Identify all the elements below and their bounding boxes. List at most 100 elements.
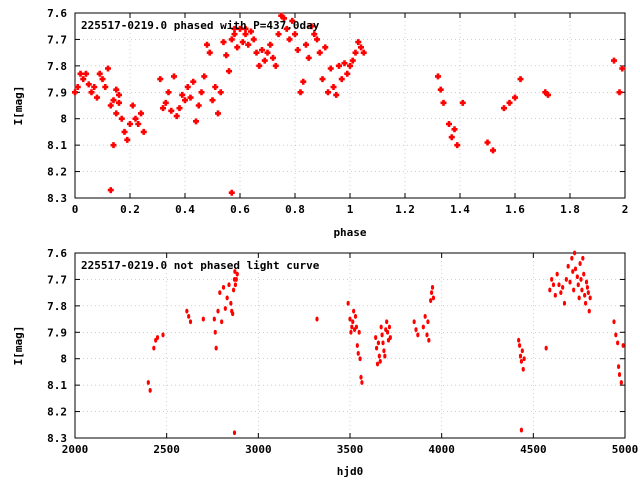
unphased-data-point	[152, 345, 156, 351]
phased-data-point	[437, 86, 444, 93]
phased-data-point	[187, 94, 194, 101]
unphased-data-point	[570, 255, 574, 261]
unphased-data-point	[518, 353, 523, 359]
phased-data-point	[80, 76, 87, 83]
phased-data-point	[83, 70, 89, 77]
phased-y-tick-label: 8.3	[47, 192, 67, 205]
unphased-data-point	[185, 308, 189, 314]
phased-data-point	[314, 36, 321, 43]
unphased-data-point	[557, 282, 561, 288]
unphased-data-point	[232, 430, 237, 436]
unphased-data-point	[374, 335, 378, 340]
phased-x-axis-label: phase	[333, 226, 366, 239]
unphased-data-point	[550, 277, 554, 282]
phased-data-point	[341, 60, 348, 67]
unphased-data-point	[148, 388, 152, 393]
phased-data-point	[182, 97, 188, 104]
phased-data-point	[171, 73, 177, 80]
unphased-data-point	[582, 271, 586, 277]
unphased-data-point	[579, 277, 583, 282]
unphased-data-point	[146, 380, 150, 385]
phased-y-tick-label: 8.1	[47, 139, 67, 152]
unphased-y-tick-label: 8	[60, 353, 67, 366]
unphased-data-point	[216, 308, 220, 314]
phased-data-point	[305, 54, 312, 61]
unphased-x-tick-label: 5000	[612, 443, 639, 456]
unphased-data-point	[573, 266, 578, 272]
phased-data-point	[542, 89, 549, 96]
phased-y-tick-label: 7.6	[47, 7, 67, 20]
phased-data-point	[248, 28, 254, 35]
unphased-data-point	[617, 372, 622, 377]
unphased-data-point	[559, 290, 563, 296]
phased-data-point	[349, 57, 356, 64]
phased-data-point	[231, 25, 238, 32]
phased-data-point	[319, 76, 326, 83]
unphased-data-point	[353, 314, 358, 319]
phased-data-point	[102, 84, 109, 90]
phased-data-point	[113, 110, 120, 117]
phased-data-point	[234, 44, 241, 51]
phased-data-point	[355, 39, 362, 46]
unphased-data-point	[517, 337, 521, 343]
phased-data-point	[336, 62, 343, 69]
phased-data-point	[611, 57, 617, 64]
phased-data-point	[272, 62, 279, 69]
unphased-data-point	[231, 311, 235, 317]
phased-data-point	[121, 128, 128, 135]
phased-data-point	[110, 97, 117, 104]
unphased-data-point	[356, 351, 360, 356]
unphased-x-tick-label: 2500	[153, 443, 180, 456]
phased-data-point	[127, 121, 133, 127]
unphased-x-tick-label: 4000	[428, 443, 455, 456]
phased-data-point	[286, 36, 293, 43]
phased-data-point	[129, 102, 136, 109]
phased-data-point	[140, 128, 147, 135]
phased-data-point	[212, 84, 219, 90]
phased-data-point	[327, 65, 334, 72]
phased-data-point	[165, 89, 172, 96]
phased-y-tick-label: 7.8	[47, 60, 67, 73]
unphased-data-point	[551, 282, 556, 288]
unphased-data-point	[352, 308, 356, 314]
phased-data-point	[195, 102, 202, 109]
phased-data-point	[294, 47, 301, 53]
unphased-data-point	[429, 290, 434, 296]
phased-y-tick-label: 8.2	[47, 166, 67, 179]
phased-data-point	[512, 94, 518, 101]
phased-data-point	[237, 25, 243, 32]
phased-x-tick-label: 0	[72, 203, 79, 216]
phased-x-tick-label: 0.6	[230, 203, 250, 216]
phased-data-point	[300, 78, 307, 85]
phased-x-tick-label: 1.6	[505, 203, 525, 216]
phased-data-point	[281, 15, 288, 22]
unphased-data-point	[358, 356, 362, 362]
phased-data-point	[448, 134, 455, 141]
phased-data-point	[184, 84, 191, 90]
phased-data-point	[278, 12, 285, 19]
phased-data-point	[435, 73, 442, 80]
unphased-data-point	[379, 324, 383, 330]
phased-data-point	[162, 99, 169, 106]
unphased-data-point	[421, 324, 425, 330]
unphased-y-axis-label: I[mag]	[12, 326, 25, 366]
unphased-x-axis-label: hjd0	[337, 465, 364, 478]
unphased-data-point	[555, 271, 559, 277]
phased-data-point	[215, 110, 221, 117]
phased-data-point	[517, 76, 524, 83]
unphased-data-point	[218, 290, 222, 296]
unphased-y-tick-label: 8.1	[47, 379, 67, 392]
unphased-data-point	[376, 340, 381, 346]
unphased-y-tick-label: 7.6	[47, 247, 67, 260]
unphased-data-point	[346, 300, 350, 306]
phased-data-point	[242, 25, 249, 32]
phased-data-point	[256, 62, 263, 69]
phased-chart-title: 225517-0219.0 phased with P=437.0day	[81, 19, 320, 32]
phased-plot-frame	[74, 12, 626, 199]
unphased-x-tick-label: 2000	[62, 443, 89, 456]
unphased-data-point	[220, 319, 224, 325]
unphased-data-point	[227, 282, 231, 288]
unphased-data-point	[568, 279, 572, 285]
unphased-data-point	[214, 345, 218, 351]
phased-data-point	[619, 65, 626, 72]
